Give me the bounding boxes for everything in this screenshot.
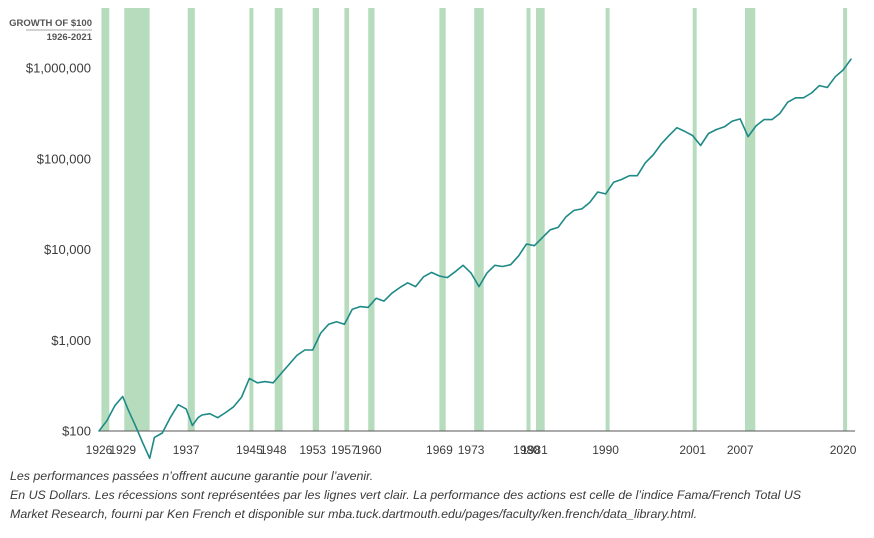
x-tick-label: 1990 [592,443,619,457]
recession-band [745,8,756,431]
recession-band [101,8,110,431]
recession-band [124,8,150,431]
recession-band [536,8,545,431]
x-tick-label: 1957 [331,443,358,457]
x-tick-label: 2007 [727,443,754,457]
x-tick-label: 1926 [86,443,113,457]
recession-band [474,8,484,431]
recession-band [843,8,848,431]
chart-caption: Les performances passées n’offrent aucun… [10,467,866,524]
recession-band [605,8,610,431]
x-tick-label: 1929 [109,443,136,457]
caption-note-1: En US Dollars. Les récessions sont repré… [10,488,802,502]
x-tick-label: 2020 [830,443,857,457]
recession-band [187,8,195,431]
y-tick-label: $1,000 [51,333,91,348]
x-tick-label: 2001 [679,443,706,457]
recession-band [368,8,375,431]
recession-band [344,8,350,431]
recession-band [692,8,697,431]
series-line-growth [98,58,852,460]
caption-disclaimer: Les performances passées n’offrent aucun… [10,469,374,483]
chart-subtitle: 1926-2021 [47,32,93,43]
x-tick-label: 1953 [299,443,326,457]
x-tick-label: 1969 [426,443,453,457]
recession-bands [101,8,848,431]
x-tick-label: 1948 [260,443,287,457]
x-tick-label: 1937 [173,443,200,457]
recession-band [312,8,319,431]
y-tick-label: $10,000 [44,242,91,257]
growth-chart: GROWTH OF $100 1926-2021 $100 $1,000 $10,0… [9,8,857,460]
x-tick-label: 1980 [513,443,540,457]
recession-band [274,8,283,431]
y-tick-label: $1,000,000 [26,61,91,76]
recession-band [526,8,531,431]
y-tick-label: $100 [62,424,91,439]
chart-title: GROWTH OF $100 [9,18,92,29]
recession-band [439,8,446,431]
caption-note-2: Market Research, fourni par Ken French e… [10,507,698,521]
x-tick-label: 1945 [236,443,263,457]
x-tick-label: 1960 [355,443,382,457]
y-axis-ticks: $100 $1,000 $10,000 $100,000 $1,000,000 [26,61,91,439]
recession-band [249,8,254,431]
x-tick-label: 1973 [458,443,485,457]
y-tick-label: $100,000 [37,151,91,166]
x-tick-label: 1981 [521,443,548,457]
